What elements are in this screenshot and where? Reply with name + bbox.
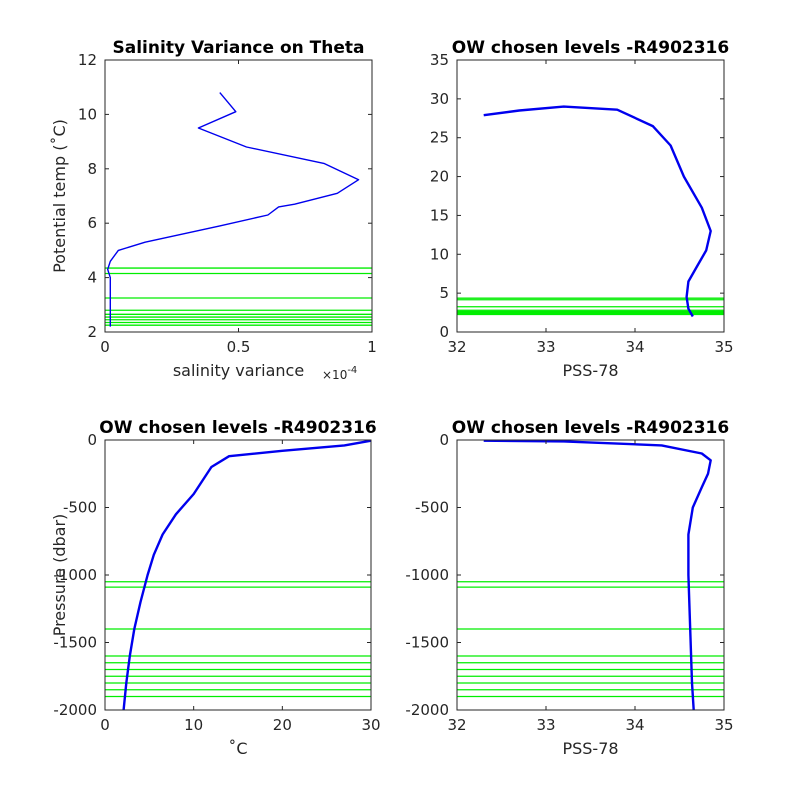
x-tick-label: 1 [367,338,377,356]
y-tick-label: 6 [87,214,97,232]
x-tick-label: 10 [184,716,203,734]
y-tick-label: 15 [430,206,449,224]
y-tick-label: 10 [430,245,449,263]
y-tick-label: 8 [87,160,97,178]
profile-line [122,439,372,711]
y-tick-label: 12 [78,51,97,69]
y-tick-label: 0 [439,431,449,449]
x-exponent-base: ×10 [322,368,347,382]
axes-box [104,59,373,333]
chart-title: OW chosen levels -R4902316 [452,38,729,58]
y-tick-label: 5 [439,284,449,302]
y-tick-label: 10 [78,105,97,123]
chart-panel-4: OW chosen levels -R4902316 32 33 34 35 -2000 -… [405,418,733,758]
x-tick-label: 0.5 [227,338,251,356]
x-exponent-power: -4 [347,365,357,376]
x-tick-label: 34 [625,716,644,734]
y-tick-label: -2000 [405,701,449,719]
x-tick-label: 33 [536,338,555,356]
x-tick-label: 32 [447,338,466,356]
y-axis-label: Potential temp (˚C) [50,119,69,273]
x-tick-label: 0 [100,716,110,734]
profile-line [483,105,712,318]
x-tick-label: 32 [447,716,466,734]
x-tick-label: 30 [361,716,380,734]
x-axis-label: PSS-78 [562,739,618,758]
chart-title: OW chosen levels -R4902316 [452,418,729,438]
y-tick-label: 0 [439,323,449,341]
x-tick-label: 20 [273,716,292,734]
y-tick-label: 30 [430,90,449,108]
y-tick-label: 25 [430,129,449,147]
profile-line [106,92,360,327]
x-tick-label: 0 [100,338,110,356]
x-tick-label: 33 [536,716,555,734]
y-tick-label: 20 [430,168,449,186]
x-axis-label: salinity variance [173,361,304,380]
y-tick-label: -500 [415,499,449,517]
y-tick-label: -1000 [53,566,97,584]
y-tick-label: 4 [87,269,97,287]
y-tick-label: -1500 [53,634,97,652]
y-tick-label: 2 [87,323,97,341]
y-axis-label: Pressure (dbar) [50,514,69,637]
axes-box [456,59,725,333]
y-tick-label: -2000 [53,701,97,719]
x-tick-label: 34 [625,338,644,356]
y-tick-label: 35 [430,51,449,69]
y-tick-label: -1000 [405,566,449,584]
y-tick-label: 0 [87,431,97,449]
chart-title: OW chosen levels -R4902316 [99,418,376,438]
y-tick-label: -1500 [405,634,449,652]
x-axis-label: PSS-78 [562,361,618,380]
x-tick-label: 35 [714,716,733,734]
x-tick-label: 35 [714,338,733,356]
x-exponent-label: ×10-4 [322,365,357,382]
x-axis-label: ˚C [228,739,247,758]
chart-title: Salinity Variance on Theta [113,38,365,58]
y-tick-label: -500 [63,499,97,517]
chart-panel-2: OW chosen levels -R4902316 32 33 34 35 0 5 10 15… [430,38,734,380]
profile-line [483,439,712,711]
